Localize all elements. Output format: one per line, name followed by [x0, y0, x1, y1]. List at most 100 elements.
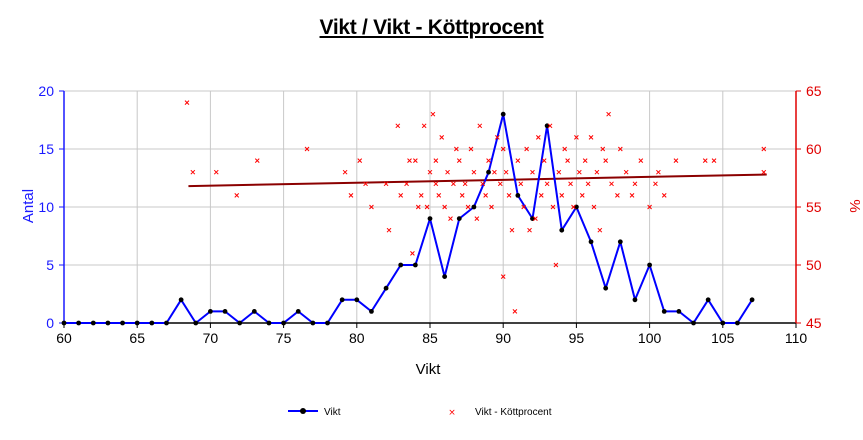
- x-tick-label: 65: [129, 330, 145, 346]
- y-left-tick-label: 20: [38, 83, 54, 99]
- kottprocent-point: [761, 146, 767, 152]
- kottprocent-point: [606, 111, 611, 117]
- kottprocent-point: [421, 123, 427, 129]
- kottprocent-point: [398, 193, 404, 198]
- kottprocent-point: [483, 193, 488, 198]
- kottprocent-point: [535, 135, 541, 140]
- vikt-point: [705, 297, 711, 303]
- x-tick-label: 60: [56, 330, 72, 346]
- kottprocent-point: [512, 309, 518, 314]
- vikt-point: [76, 320, 82, 326]
- kottprocent-point: [591, 204, 597, 210]
- vikt-point: [647, 262, 652, 268]
- x-tick-label: 100: [638, 330, 662, 346]
- kottprocent-point: [471, 169, 477, 175]
- kottprocent-point: [468, 146, 474, 152]
- vikt-point: [266, 320, 272, 326]
- kottprocent-point: [439, 135, 445, 140]
- kottprocent-point: [509, 227, 515, 233]
- scatter-layer: [184, 100, 767, 314]
- kottprocent-point: [579, 193, 585, 198]
- kottprocent-point: [465, 204, 471, 210]
- vikt-point: [339, 297, 345, 303]
- y-axis-label-right: %: [846, 199, 863, 212]
- kottprocent-point: [442, 204, 447, 210]
- y-right-tick-label: 60: [806, 141, 822, 157]
- legend: Vikt × Vikt - Köttprocent: [288, 407, 552, 418]
- kottprocent-point: [574, 135, 579, 140]
- kottprocent-point: [576, 169, 582, 175]
- kottprocent-point: [661, 193, 667, 198]
- kottprocent-point: [553, 262, 559, 268]
- kottprocent-point: [433, 158, 439, 163]
- kottprocent-point: [357, 158, 363, 163]
- y-right-tick-label: 50: [806, 257, 822, 273]
- kottprocent-point: [415, 204, 421, 210]
- vikt-point: [251, 309, 257, 314]
- kottprocent-point: [629, 193, 635, 198]
- kottprocent-point: [615, 193, 620, 198]
- vikt-point: [676, 309, 682, 314]
- kottprocent-point: [638, 158, 644, 163]
- legend-label-kottprocent: Vikt - Köttprocent: [475, 407, 552, 418]
- kottprocent-point: [653, 181, 658, 187]
- vikt-line-layer: [61, 111, 755, 326]
- kottprocent-point: [594, 169, 600, 175]
- x-tick-label: 85: [422, 330, 438, 346]
- y-right-tick-label: 45: [806, 315, 822, 331]
- kottprocent-point: [597, 227, 603, 233]
- kottprocent-point: [451, 181, 456, 187]
- kottprocent-point: [459, 193, 465, 198]
- chart-title: Vikt / Vikt - Köttprocent: [319, 16, 544, 39]
- vikt-point: [164, 320, 169, 326]
- vikt-point: [178, 297, 184, 303]
- kottprocent-point: [494, 135, 500, 140]
- vikt-point: [603, 285, 609, 291]
- kottprocent-point: [673, 158, 679, 163]
- kottprocent-point: [448, 216, 453, 221]
- kottprocent-point: [395, 123, 401, 129]
- kottprocent-point: [702, 158, 708, 163]
- kottprocent-point: [617, 146, 623, 152]
- kottprocent-point: [518, 181, 524, 187]
- y-axis-label-left: Antal: [20, 189, 37, 223]
- kottprocent-point: [527, 227, 532, 233]
- kottprocent-point: [445, 169, 450, 175]
- x-tick-label: 90: [495, 330, 511, 346]
- x-tick-label: 80: [349, 330, 365, 346]
- vikt-point: [149, 320, 155, 326]
- kottprocent-point: [711, 158, 717, 163]
- vikt-point: [749, 297, 755, 303]
- x-tick-label: 105: [711, 330, 735, 346]
- kottprocent-point: [413, 158, 418, 163]
- kottprocent-point: [530, 169, 535, 175]
- legend-line-marker: [300, 408, 306, 414]
- vikt-point: [427, 216, 433, 222]
- kottprocent-point: [588, 135, 594, 140]
- kottprocent-point: [348, 193, 354, 198]
- gridlines: [63, 90, 797, 324]
- vikt-point: [486, 169, 491, 175]
- kottprocent-point: [433, 181, 439, 187]
- vikt-point: [295, 309, 301, 314]
- x-tick-label: 95: [569, 330, 585, 346]
- trendline-layer: [188, 173, 767, 188]
- kottprocent-point: [474, 216, 480, 221]
- y-right-tick-label: 55: [806, 199, 822, 215]
- vikt-point: [354, 297, 360, 303]
- kottprocent-point: [456, 158, 462, 163]
- kottprocent-point: [453, 146, 459, 152]
- kottprocent-point: [486, 158, 491, 163]
- vikt-point: [617, 239, 623, 245]
- vikt-point: [632, 297, 638, 303]
- kottprocent-point: [582, 158, 588, 163]
- kottprocent-point: [424, 204, 430, 210]
- kottprocent-point: [565, 158, 570, 163]
- kottprocent-point: [521, 204, 527, 210]
- kottprocent-point: [541, 158, 547, 163]
- vikt-point: [588, 239, 594, 245]
- vikt-point: [691, 320, 696, 326]
- kottprocent-point: [363, 181, 368, 187]
- vikt-point: [412, 262, 418, 268]
